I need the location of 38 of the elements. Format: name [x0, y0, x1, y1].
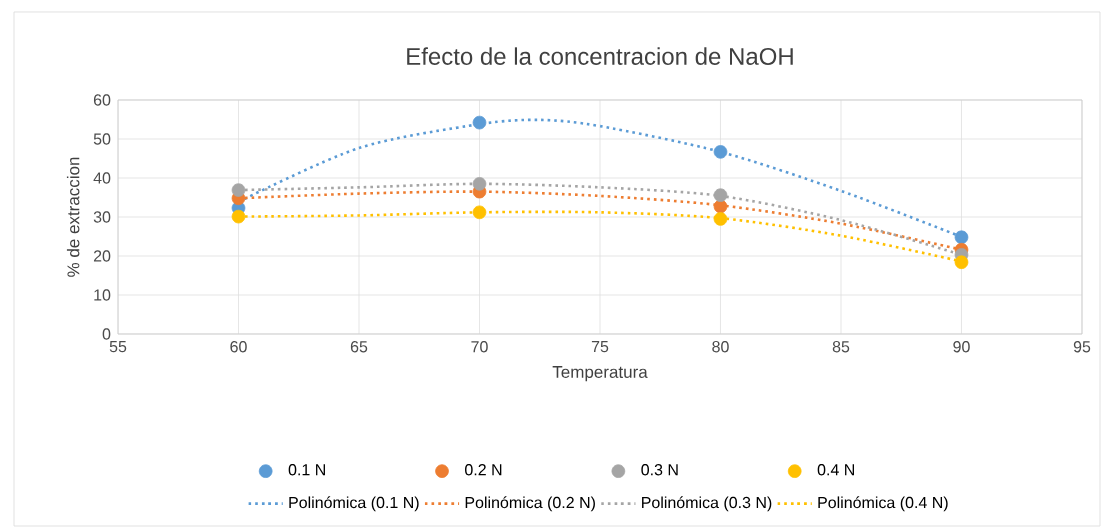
- chart-title: Efecto de la concentracion de NaOH: [407, 47, 793, 65]
- x-tick-label: 65: [350, 341, 368, 353]
- legend-label: Polinómica (0.4 N): [818, 496, 948, 512]
- point: [231, 183, 246, 197]
- x-tick-label: 90: [953, 341, 970, 353]
- legend-label: Polinómica (0.1 N): [289, 496, 419, 512]
- x-tick-label: 70: [471, 341, 488, 353]
- x-tick-label: 75: [591, 341, 609, 353]
- y-tick-label: 40: [93, 172, 111, 184]
- point: [954, 255, 969, 270]
- y-tick-label: 20: [93, 250, 111, 262]
- x-axis-title: Temperatura: [552, 366, 648, 382]
- x-tick-label: 95: [1073, 341, 1091, 353]
- y-tick-label: 50: [93, 133, 111, 145]
- legend-label: 0.2 N: [465, 464, 502, 476]
- x-tick-label: 60: [230, 341, 247, 353]
- point: [231, 209, 246, 224]
- legend-label: Polinómica (0.2 N): [465, 496, 595, 512]
- y-tick-label: 10: [94, 289, 111, 301]
- legend-label: 0.1 N: [288, 464, 325, 476]
- y-tick-label: 0: [102, 328, 111, 340]
- x-tick-label: 85: [832, 341, 850, 353]
- y-tick-label: 30: [93, 211, 111, 223]
- legend-label: 0.3 N: [641, 464, 678, 476]
- point: [713, 145, 728, 159]
- point: [713, 188, 728, 202]
- point: [954, 230, 969, 245]
- point: [713, 212, 728, 226]
- point: [472, 205, 487, 220]
- legend-label: Polinómica (0.3 N): [642, 496, 772, 512]
- x-tick-label: 55: [109, 341, 127, 353]
- point: [713, 199, 728, 214]
- x-tick-label: 80: [712, 341, 729, 353]
- legend-label: 0.4 N: [817, 464, 855, 476]
- y-tick-label: 60: [93, 94, 111, 106]
- point: [472, 115, 487, 130]
- point: [472, 177, 487, 191]
- y-axis-title: % de extraccion: [66, 157, 80, 277]
